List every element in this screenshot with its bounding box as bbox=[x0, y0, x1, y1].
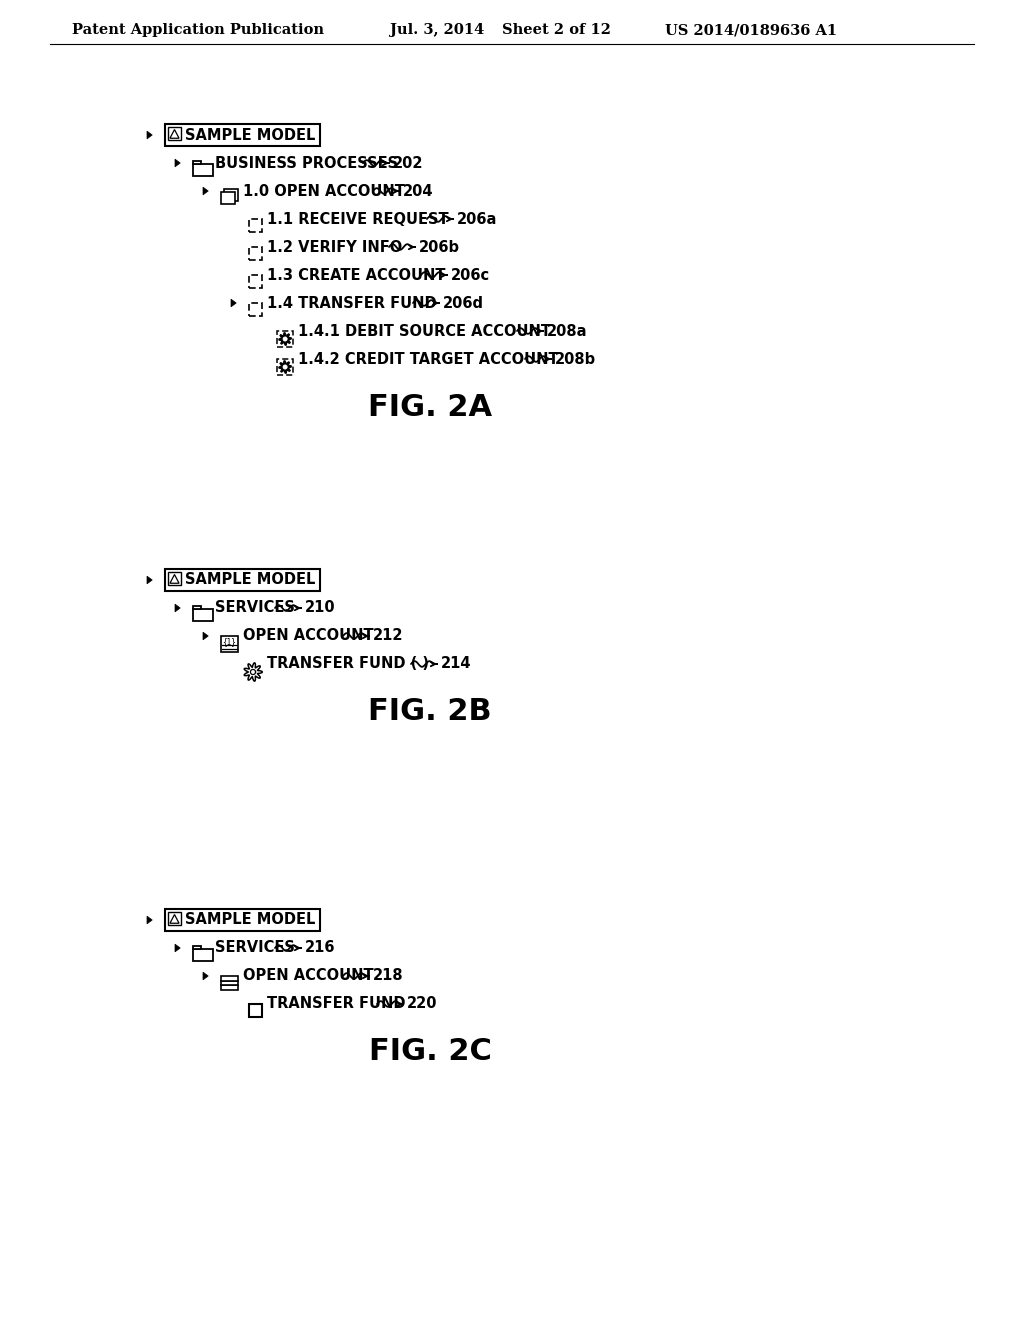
Bar bbox=[221, 636, 238, 652]
Bar bbox=[193, 161, 201, 165]
Bar bbox=[193, 610, 213, 620]
Text: 202: 202 bbox=[393, 156, 424, 170]
Bar bbox=[278, 359, 293, 375]
Text: {1}: {1} bbox=[222, 638, 237, 645]
Bar bbox=[249, 275, 262, 288]
Polygon shape bbox=[279, 333, 292, 346]
Text: TRANSFER FUND ( ): TRANSFER FUND ( ) bbox=[267, 656, 429, 672]
Text: 1.4 TRANSFER FUND: 1.4 TRANSFER FUND bbox=[267, 296, 436, 310]
Bar bbox=[249, 247, 262, 260]
Text: 212: 212 bbox=[373, 628, 403, 644]
Polygon shape bbox=[283, 364, 287, 370]
Bar bbox=[165, 569, 319, 591]
Text: 208b: 208b bbox=[555, 351, 596, 367]
Text: 218: 218 bbox=[373, 969, 403, 983]
Text: US 2014/0189636 A1: US 2014/0189636 A1 bbox=[665, 22, 838, 37]
Bar bbox=[193, 606, 201, 610]
Text: 204: 204 bbox=[403, 183, 433, 198]
Polygon shape bbox=[203, 187, 208, 195]
Text: SAMPLE MODEL: SAMPLE MODEL bbox=[185, 128, 315, 143]
Text: 1.4.1 DEBIT SOURCE ACCOUNT: 1.4.1 DEBIT SOURCE ACCOUNT bbox=[298, 323, 551, 338]
Polygon shape bbox=[231, 300, 237, 306]
Text: OPEN ACCOUNT: OPEN ACCOUNT bbox=[243, 969, 374, 983]
Polygon shape bbox=[279, 360, 292, 374]
Polygon shape bbox=[175, 944, 180, 952]
Polygon shape bbox=[203, 632, 208, 640]
Bar bbox=[221, 986, 239, 990]
Bar bbox=[168, 572, 181, 585]
Text: Jul. 3, 2014: Jul. 3, 2014 bbox=[390, 22, 484, 37]
Text: Patent Application Publication: Patent Application Publication bbox=[72, 22, 324, 37]
Text: 216: 216 bbox=[305, 940, 336, 956]
Bar bbox=[249, 219, 262, 231]
Text: SAMPLE MODEL: SAMPLE MODEL bbox=[185, 573, 315, 587]
Text: BUSINESS PROCESSES: BUSINESS PROCESSES bbox=[215, 156, 398, 170]
Text: 206b: 206b bbox=[419, 239, 460, 255]
Polygon shape bbox=[147, 131, 153, 139]
Polygon shape bbox=[175, 160, 180, 166]
Text: SERVICES: SERVICES bbox=[215, 601, 295, 615]
Text: TRANSFER FUND: TRANSFER FUND bbox=[267, 997, 406, 1011]
Text: 210: 210 bbox=[305, 601, 336, 615]
Text: 1.0 OPEN ACCOUNT: 1.0 OPEN ACCOUNT bbox=[243, 183, 404, 198]
Text: FIG. 2B: FIG. 2B bbox=[369, 697, 492, 726]
Text: FIG. 2C: FIG. 2C bbox=[369, 1038, 492, 1067]
Text: Sheet 2 of 12: Sheet 2 of 12 bbox=[502, 22, 611, 37]
Polygon shape bbox=[175, 605, 180, 612]
Bar bbox=[165, 909, 319, 931]
Bar bbox=[165, 124, 319, 147]
Text: 206d: 206d bbox=[443, 296, 484, 310]
Polygon shape bbox=[245, 663, 262, 681]
Text: 1.3 CREATE ACCOUNT: 1.3 CREATE ACCOUNT bbox=[267, 268, 445, 282]
Bar bbox=[221, 975, 239, 981]
Bar bbox=[193, 165, 213, 176]
Text: SERVICES: SERVICES bbox=[215, 940, 295, 956]
Text: FIG. 2A: FIG. 2A bbox=[368, 392, 493, 421]
Bar bbox=[168, 912, 181, 925]
Polygon shape bbox=[147, 576, 153, 583]
Text: 214: 214 bbox=[441, 656, 471, 672]
Text: 1.1 RECEIVE REQUEST: 1.1 RECEIVE REQUEST bbox=[267, 211, 449, 227]
Bar bbox=[221, 191, 234, 205]
Text: 206a: 206a bbox=[457, 211, 498, 227]
Text: 1.4.2 CREDIT TARGET ACCOUNT: 1.4.2 CREDIT TARGET ACCOUNT bbox=[298, 351, 559, 367]
Bar bbox=[249, 302, 262, 315]
Bar bbox=[249, 1003, 262, 1016]
Bar bbox=[168, 127, 181, 140]
Text: 220: 220 bbox=[407, 997, 437, 1011]
Text: OPEN ACCOUNT: OPEN ACCOUNT bbox=[243, 628, 374, 644]
Polygon shape bbox=[283, 337, 287, 341]
Bar bbox=[278, 331, 293, 347]
Bar bbox=[193, 949, 213, 961]
Text: 208a: 208a bbox=[547, 323, 588, 338]
Bar bbox=[193, 946, 201, 949]
Bar bbox=[224, 189, 238, 202]
Text: 206c: 206c bbox=[451, 268, 490, 282]
Polygon shape bbox=[147, 916, 153, 924]
Bar bbox=[221, 981, 239, 986]
Polygon shape bbox=[203, 972, 208, 979]
Text: SAMPLE MODEL: SAMPLE MODEL bbox=[185, 912, 315, 928]
Text: 1.2 VERIFY INFO: 1.2 VERIFY INFO bbox=[267, 239, 402, 255]
